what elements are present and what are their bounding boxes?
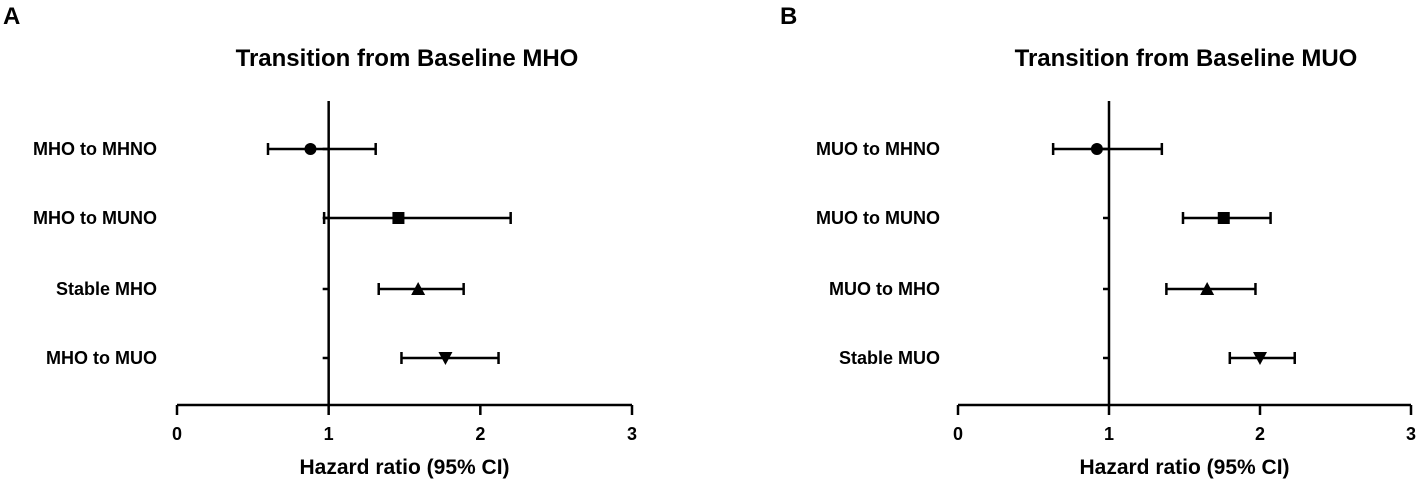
row-label: MHO to MUO xyxy=(46,348,157,368)
x-tick-label: 0 xyxy=(172,424,182,444)
x-tick-label: 2 xyxy=(1255,424,1265,444)
forest-row: Stable MHO xyxy=(56,279,465,299)
chart-title: Transition from Baseline MHO xyxy=(236,45,579,72)
x-tick-label: 3 xyxy=(627,424,637,444)
panel-a: A Transition from Baseline MHO 0 1 2 3 Hazard … xyxy=(3,3,637,479)
hr-point-circle xyxy=(1090,143,1103,155)
forest-row: MHO to MUNO xyxy=(33,208,512,228)
forest-row: MHO to MUO xyxy=(46,348,500,368)
forest-row: MUO to MHNO xyxy=(816,139,1164,159)
x-axis-label: Hazard ratio (95% CI) xyxy=(299,456,509,479)
chart-title: Transition from Baseline MUO xyxy=(1015,45,1358,72)
x-tick-label: 0 xyxy=(953,424,963,444)
x-tick-label: 1 xyxy=(324,424,334,444)
hr-point-triangle-down xyxy=(1253,352,1267,365)
hr-point-triangle-down xyxy=(438,352,453,365)
row-label: Stable MUO xyxy=(839,348,940,368)
panel-letter: B xyxy=(780,3,797,30)
panel-b: B Transition from Baseline MUO 0 1 2 3 Hazard … xyxy=(780,3,1416,479)
row-label: MUO to MUNO xyxy=(816,208,940,228)
forest-row: MHO to MHNO xyxy=(33,139,377,159)
row-label: Stable MHO xyxy=(56,279,157,299)
hr-point-square xyxy=(392,212,405,224)
row-label: MUO to MHO xyxy=(829,279,940,299)
forest-row: MUO to MHO xyxy=(829,279,1257,299)
row-label: MHO to MHNO xyxy=(33,139,157,159)
forest-row: MUO to MUNO xyxy=(816,208,1272,228)
hr-point-circle xyxy=(304,143,317,155)
panel-letter: A xyxy=(3,3,20,30)
forest-row: Stable MUO xyxy=(839,348,1296,368)
x-tick-label: 3 xyxy=(1406,424,1416,444)
x-tick-label: 2 xyxy=(475,424,485,444)
row-label: MHO to MUNO xyxy=(33,208,157,228)
hr-point-square xyxy=(1217,212,1230,224)
hr-point-triangle-up xyxy=(1200,282,1215,295)
x-tick-label: 1 xyxy=(1104,424,1114,444)
x-axis-label: Hazard ratio (95% CI) xyxy=(1079,456,1289,479)
hr-point-triangle-up xyxy=(411,282,426,295)
row-label: MUO to MHNO xyxy=(816,139,940,159)
